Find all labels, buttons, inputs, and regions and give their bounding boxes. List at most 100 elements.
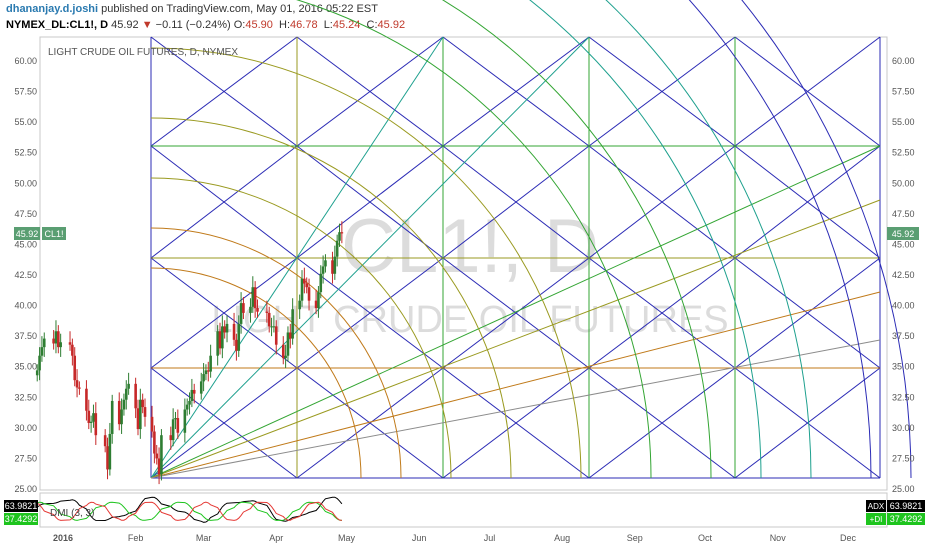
chart-title: LIGHT CRUDE OIL FUTURES, D, NYMEX	[48, 47, 238, 58]
candle-body	[188, 400, 191, 405]
candle-body	[242, 303, 245, 313]
candle-body	[122, 399, 126, 410]
dmi-left-value-1: 63.9821	[5, 501, 38, 511]
y-tick-right: 35.00	[892, 362, 915, 372]
publish-line: dhananjay.d.joshi published on TradingVi…	[6, 3, 378, 15]
gann-diagonal	[588, 145, 736, 259]
candle-body	[314, 300, 318, 309]
y-tick-right: 37.50	[892, 331, 915, 341]
x-tick-label: Apr	[269, 533, 283, 543]
minus-di-line	[36, 501, 342, 521]
candle-body	[160, 435, 163, 475]
adx-label-tag	[866, 500, 886, 512]
last-price: 45.92	[111, 19, 139, 31]
candle-body	[71, 344, 74, 356]
gann-arc	[150, 227, 402, 479]
candle-body	[298, 300, 301, 310]
main-pane	[39, 36, 888, 491]
right-price-axis: 60.00 57.50 55.00 52.50 50.00 47.50 45.00 42.50…	[892, 56, 915, 494]
candle-body	[143, 407, 147, 417]
y-tick-right: 55.00	[892, 117, 915, 127]
candle-body	[85, 388, 88, 411]
candle-body	[300, 278, 304, 301]
candle-body	[92, 413, 95, 422]
gann-overlay	[150, 0, 912, 479]
candle-body	[331, 260, 334, 274]
gann-fan-line	[150, 291, 881, 479]
candle-body	[251, 287, 255, 307]
candle-body	[239, 303, 243, 324]
candle-body	[202, 374, 205, 382]
candle-body	[127, 383, 130, 389]
candle-body	[117, 400, 121, 425]
gann-diagonal	[150, 36, 298, 147]
candle-body	[235, 339, 238, 351]
candle-body	[106, 446, 109, 470]
candle-body	[291, 309, 294, 339]
candle-body	[321, 266, 325, 274]
candle-body	[317, 292, 320, 309]
candle-body	[40, 347, 44, 356]
adx-value: 63.9821	[890, 501, 923, 511]
di-label: +DI	[870, 515, 883, 524]
gann-diagonal	[734, 367, 881, 479]
price-change: −0.11 (−0.24%)	[155, 19, 231, 31]
candle-body	[249, 306, 252, 313]
candle-body	[199, 381, 203, 394]
candle-body	[209, 355, 212, 372]
candle-body	[35, 370, 39, 376]
candle-body	[272, 326, 276, 328]
x-tick-label: Nov	[770, 533, 787, 543]
gann-arc	[150, 47, 582, 479]
last-price-right: 45.92	[892, 229, 915, 239]
dmi-value-tags: 63.9821 37.4292 ADX 63.9821 +DI 37.4292	[4, 500, 925, 525]
candle-body	[73, 355, 77, 381]
y-tick-right: 52.50	[892, 148, 915, 158]
gann-arc	[150, 177, 452, 479]
gann-diagonal	[150, 257, 298, 369]
gann-arc	[688, 0, 872, 479]
gann-arc	[605, 0, 812, 479]
candle-body	[57, 331, 60, 348]
y-tick-right: 47.50	[892, 209, 915, 219]
candle-body	[324, 260, 327, 267]
left-price-axis: 60.00 57.50 55.00 52.50 50.00 47.50 45.00 42.50…	[14, 56, 37, 494]
candle-body	[256, 308, 259, 312]
candle-body	[54, 331, 58, 344]
candle-body	[157, 458, 161, 475]
chart-header: dhananjay.d.joshi published on TradingVi…	[0, 0, 932, 36]
open-label: O:	[233, 19, 246, 31]
gann-diagonal	[588, 257, 736, 369]
gann-diagonal	[296, 367, 444, 479]
gann-fan-line	[150, 36, 444, 479]
candle-body	[192, 389, 196, 394]
symbol-watermark: CL1!, D LIGHT CRUDE OIL FUTURES	[211, 204, 728, 341]
author-link[interactable]: dhananjay.d.joshi	[6, 3, 99, 15]
gann-diagonal	[442, 36, 590, 147]
candle-body	[284, 355, 287, 359]
y-tick-left: 32.50	[14, 392, 37, 402]
y-tick-left: 50.00	[14, 178, 37, 188]
candle-body	[338, 232, 341, 241]
candle-body	[218, 331, 222, 349]
candle-body	[232, 323, 236, 340]
candle-body	[253, 287, 257, 309]
gann-diagonal	[442, 367, 590, 479]
down-arrow-icon: ▼	[141, 19, 153, 31]
gann-arc	[741, 0, 912, 479]
candle-body	[103, 435, 107, 447]
gann-diagonal	[442, 257, 590, 369]
gann-arc	[150, 117, 512, 479]
candle-body	[110, 400, 114, 434]
gann-diagonal	[296, 145, 444, 259]
candle-body	[305, 283, 309, 288]
symbol-name[interactable]: NYMEX_DL:CL1!, D	[6, 19, 109, 31]
candle-body	[307, 287, 311, 301]
y-tick-right: 45.00	[892, 239, 915, 249]
candle-body	[176, 418, 180, 433]
candle-body	[171, 419, 175, 441]
x-tick-label: Jul	[484, 533, 496, 543]
candle-body	[237, 323, 241, 351]
symbol-tag	[42, 227, 66, 240]
